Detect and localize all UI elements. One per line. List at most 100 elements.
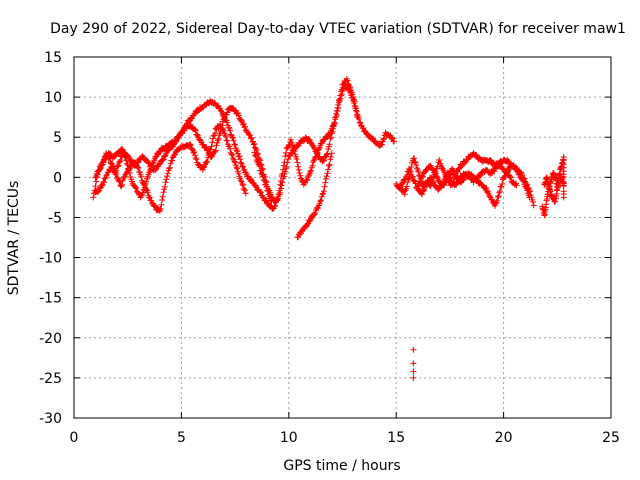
data-point	[491, 168, 498, 175]
data-point	[257, 167, 264, 174]
data-point	[233, 147, 240, 154]
data-point	[159, 197, 166, 203]
data-point	[320, 157, 327, 164]
data-point	[320, 188, 327, 195]
data-point	[348, 92, 355, 99]
data-point	[162, 179, 169, 186]
data-point	[248, 134, 255, 141]
data-point	[560, 194, 567, 201]
data-point	[297, 172, 304, 179]
data-point	[209, 135, 216, 142]
data-point	[169, 157, 176, 164]
data-point	[193, 156, 200, 163]
data-point	[512, 181, 519, 188]
data-point	[92, 183, 99, 190]
data-point	[222, 133, 229, 140]
data-point	[240, 120, 247, 127]
data-point	[147, 162, 154, 169]
data-point	[166, 164, 173, 171]
data-point	[230, 137, 237, 144]
data-point	[192, 127, 199, 134]
x-tick-label: 10	[280, 430, 298, 446]
data-point	[410, 346, 417, 353]
data-point	[279, 179, 286, 186]
data-point	[514, 166, 521, 173]
data-point	[164, 170, 171, 177]
data-point	[251, 140, 258, 147]
data-point	[336, 98, 343, 105]
data-point	[166, 165, 173, 172]
data-point	[530, 198, 536, 205]
data-point	[192, 126, 198, 133]
data-point	[526, 194, 533, 201]
data-point	[325, 162, 332, 169]
data-point	[122, 171, 129, 178]
data-point	[224, 119, 231, 126]
data-point	[282, 168, 289, 175]
data-point	[353, 107, 360, 114]
data-point	[403, 183, 410, 190]
data-point	[420, 187, 427, 194]
data-point	[204, 147, 211, 154]
data-point	[224, 109, 231, 116]
data-point	[93, 178, 100, 185]
data-point	[507, 174, 513, 180]
y-tick-label: 10	[44, 90, 62, 106]
data-point	[212, 148, 219, 155]
data-point	[187, 142, 194, 149]
data-point	[447, 175, 454, 182]
data-point	[273, 196, 280, 203]
y-tick-label: -15	[39, 291, 62, 307]
data-point	[483, 185, 490, 191]
data-point	[432, 170, 439, 177]
data-point	[202, 144, 209, 150]
data-point	[454, 169, 461, 175]
data-point	[111, 166, 118, 172]
data-point	[530, 202, 537, 209]
data-point	[335, 105, 342, 111]
data-point	[227, 145, 234, 152]
data-point	[310, 157, 317, 164]
data-point	[251, 149, 258, 156]
data-point	[283, 163, 290, 170]
data-point	[163, 176, 170, 183]
data-point	[501, 174, 508, 181]
data-point	[328, 130, 335, 137]
x-tick-label: 20	[495, 430, 513, 446]
data-point	[240, 163, 246, 170]
data-point	[214, 137, 221, 144]
data-point	[115, 162, 122, 169]
y-tick-label: -20	[39, 331, 62, 347]
data-point	[152, 166, 159, 173]
data-point	[333, 112, 340, 118]
data-point	[139, 189, 146, 196]
data-point	[323, 151, 330, 158]
data-point	[304, 176, 311, 183]
data-point	[428, 175, 435, 182]
data-point	[268, 198, 275, 205]
data-point	[136, 169, 143, 176]
data-point	[499, 181, 506, 187]
data-point	[494, 194, 501, 200]
data-point	[252, 183, 259, 189]
data-point	[411, 177, 418, 184]
data-point	[324, 170, 331, 177]
plot-frame	[73, 56, 612, 419]
data-point	[160, 156, 167, 163]
data-point	[218, 125, 225, 132]
data-point	[292, 151, 299, 158]
data-point	[524, 187, 531, 194]
data-point	[256, 163, 263, 170]
data-point	[224, 137, 231, 144]
data-point	[95, 188, 102, 195]
data-point	[234, 165, 241, 172]
data-point	[214, 139, 221, 146]
data-point	[221, 115, 228, 122]
data-point	[321, 136, 328, 143]
data-point	[233, 164, 240, 171]
data-point	[513, 182, 520, 189]
data-point	[284, 159, 291, 166]
data-point	[160, 189, 167, 196]
data-point	[242, 190, 249, 197]
